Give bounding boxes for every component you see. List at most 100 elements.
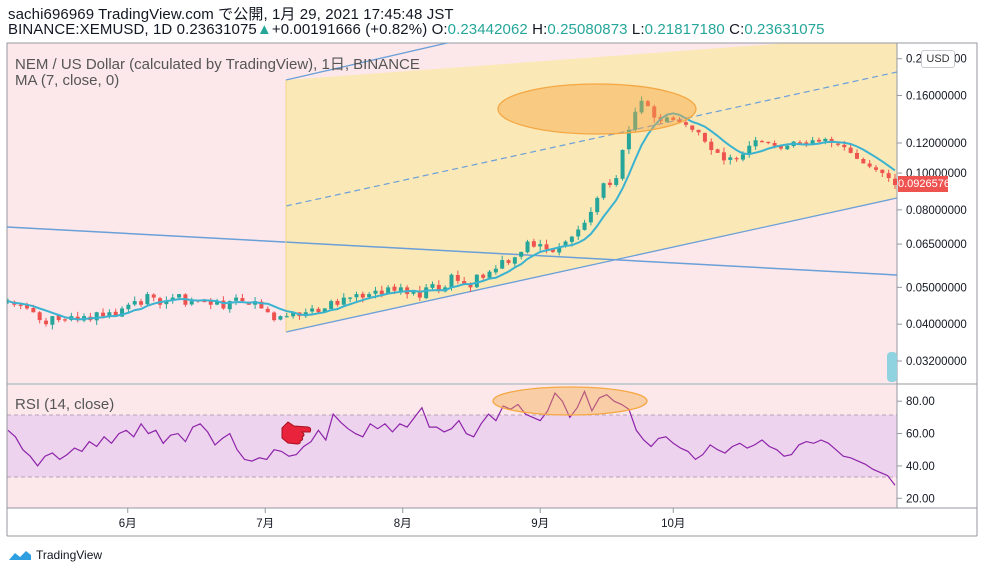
candle-body	[728, 157, 733, 160]
candle-body	[544, 244, 549, 250]
price-axis[interactable]: 0.200000000.160000000.120000000.10000000…	[897, 54, 967, 368]
candle-body	[18, 304, 23, 306]
price-tick-label: 0.08000000	[906, 205, 967, 217]
candle-body	[538, 244, 543, 247]
candle-body	[120, 308, 125, 317]
pointing-hand-icon[interactable]	[281, 421, 312, 445]
candle-body	[386, 287, 391, 294]
candle-body	[759, 141, 764, 143]
candle-body	[341, 297, 346, 305]
candle-body	[677, 119, 682, 123]
candle-body	[310, 308, 315, 312]
top-ellipse[interactable]	[497, 83, 697, 135]
candle-body	[734, 158, 739, 160]
candle-body	[519, 251, 524, 257]
candle-body	[126, 304, 131, 310]
brand-logo[interactable]: TradingView	[8, 548, 102, 562]
rsi-axis[interactable]: 80.00 60.00 40.00 20.00	[897, 396, 935, 505]
time-axis[interactable]: 6月 7月 8月 9月 10月	[119, 508, 686, 530]
time-tick-label: 7月	[256, 518, 274, 530]
price-tick-label: 0.16000000	[906, 91, 967, 103]
open-value: 0.23442062	[447, 21, 528, 38]
candle-body	[177, 294, 182, 298]
candle-body	[31, 307, 36, 313]
rsi-line	[7, 389, 896, 486]
currency-tag[interactable]: USD	[921, 50, 955, 68]
candle-body	[664, 117, 669, 122]
candle-body	[557, 246, 562, 253]
candle-body	[430, 284, 435, 288]
candle-body	[500, 260, 505, 269]
candle-body	[848, 147, 853, 153]
candle-body	[335, 300, 340, 305]
low-value: 0.21817180	[644, 21, 725, 38]
candle-body	[493, 268, 498, 273]
candle-body	[506, 260, 511, 263]
main-legend-title[interactable]: NEM / US Dollar (calculated by TradingVi…	[15, 56, 420, 73]
candle-body	[512, 257, 517, 264]
candle-body	[113, 311, 118, 317]
candle-body	[37, 312, 42, 321]
candle-body	[234, 297, 239, 301]
close-value: 0.23631075	[744, 21, 825, 38]
candle-body	[139, 301, 144, 305]
candle-body	[576, 229, 581, 237]
price-tick-label: 0.04000000	[906, 319, 967, 331]
time-tick-label: 9月	[531, 518, 549, 530]
candle-body	[582, 222, 587, 230]
candle-body	[753, 140, 758, 147]
candle-body	[645, 101, 650, 107]
channel-mid-line[interactable]	[285, 71, 897, 207]
candle-body	[893, 178, 897, 186]
candle-body	[487, 271, 492, 278]
candle-body	[189, 301, 194, 305]
candle-body	[867, 163, 872, 167]
candle-body	[329, 301, 334, 309]
candle-body	[785, 145, 790, 150]
channel-fill	[286, 43, 897, 332]
ma-legend[interactable]: MA (7, close, 0)	[15, 72, 120, 89]
candle-body	[291, 312, 296, 317]
channel-lower-line[interactable]	[285, 197, 897, 333]
descending-trend-line[interactable]	[7, 226, 897, 276]
candle-body	[880, 169, 885, 174]
candle-body	[75, 316, 80, 321]
candle-body	[208, 300, 213, 305]
candle-body	[316, 308, 321, 313]
rsi-tick-label: 80.00	[906, 396, 935, 408]
time-tick-label: 6月	[119, 518, 137, 530]
candle-body	[740, 154, 745, 160]
candle-body	[709, 141, 714, 150]
candle-body	[772, 142, 777, 146]
publish-info: sachi696969 TradingView.com で公開, 1月 29, …	[8, 6, 454, 23]
candle-body	[620, 149, 625, 179]
channel-upper-line[interactable]	[285, 40, 460, 81]
time-tick-label: 10月	[661, 518, 685, 530]
candle-body	[360, 293, 365, 298]
candle-body	[747, 145, 752, 155]
candle-body	[778, 145, 783, 149]
candle-body	[816, 139, 821, 142]
candle-body	[25, 304, 30, 309]
last-value: 0.23631075	[176, 21, 257, 38]
rsi-ellipse[interactable]	[492, 386, 648, 416]
candle-body	[468, 284, 473, 288]
candle-body	[50, 316, 55, 325]
candle-body	[797, 142, 802, 144]
candle-body	[462, 281, 467, 285]
candle-body	[272, 312, 277, 321]
candle-body	[63, 319, 68, 321]
candle-body	[886, 173, 891, 179]
rsi-legend[interactable]: RSI (14, close)	[15, 396, 115, 413]
candle-body	[614, 178, 619, 185]
candle-body	[202, 300, 207, 303]
change-value: +0.00191666 (+0.82%)	[271, 21, 428, 38]
candle-body	[588, 211, 593, 223]
candle-body	[550, 249, 555, 252]
rsi-band	[7, 415, 897, 477]
scroll-handle[interactable]	[887, 352, 897, 382]
candle-body	[810, 140, 815, 144]
candle-body	[696, 129, 701, 133]
candle-body	[379, 290, 384, 295]
